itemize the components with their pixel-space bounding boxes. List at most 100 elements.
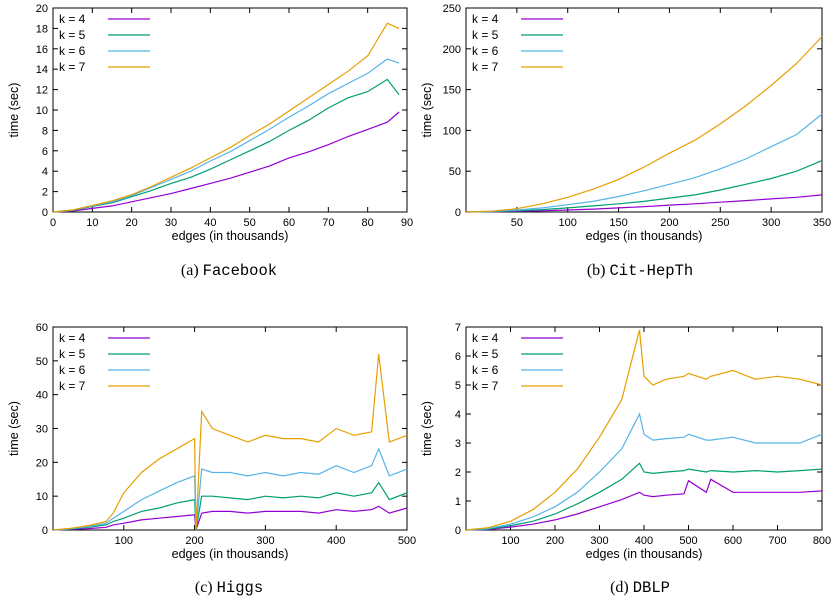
series-line-k5 (52, 78, 400, 213)
caption-prefix: (b) (587, 262, 610, 279)
series-line-k7 (465, 36, 823, 213)
y-axis-label: time (sec) (420, 401, 434, 456)
x-tick-label: 40 (204, 217, 216, 229)
series-line-k5 (52, 481, 408, 531)
y-tick-label: 150 (443, 85, 461, 97)
series-line-k7 (52, 22, 400, 213)
x-axis-label: edges (in thousands) (172, 229, 289, 243)
x-tick-label: 80 (362, 217, 374, 229)
legend-label: k = 5 (59, 28, 86, 42)
y-tick-label: 16 (36, 44, 48, 56)
x-tick-label: 300 (256, 535, 274, 547)
y-tick-label: 18 (36, 23, 48, 35)
legend-label: k = 7 (472, 60, 499, 74)
legend-label: k = 4 (472, 331, 499, 345)
legend-label: k = 6 (472, 44, 499, 58)
x-tick-label: 300 (590, 535, 608, 547)
x-tick-label: 10 (86, 217, 98, 229)
y-tick-label: 2 (455, 467, 461, 479)
x-tick-label: 60 (283, 217, 295, 229)
legend-label: k = 4 (59, 12, 86, 26)
x-tick-label: 200 (660, 217, 678, 229)
x-tick-label: 600 (724, 535, 742, 547)
y-tick-label: 2 (42, 187, 48, 199)
legend-label: k = 6 (472, 363, 499, 377)
chart-panel-1: 0 10 20 30 40 50 60 70 80 90 0 2 4 6 8 10 12 14 16 18 20 edge… (7, 3, 413, 280)
chart-panel-4: 100 200 300 400 500 600 700 800 0 1 2 3 4 5 6 7 edges (i… (420, 322, 831, 597)
x-tick-label: 400 (635, 535, 653, 547)
series-line-k5 (465, 160, 823, 213)
y-tick-label: 14 (36, 64, 48, 76)
plot-frame (465, 326, 823, 531)
y-tick-label: 0 (455, 207, 461, 219)
series-line-k6 (52, 447, 408, 531)
plot-frame (52, 7, 408, 213)
subfigure-caption: (b) Cit-HepTh (587, 262, 693, 280)
x-tick-label: 20 (126, 217, 138, 229)
series-line-k4 (52, 505, 408, 531)
x-tick-label: 90 (401, 217, 413, 229)
y-tick-label: 4 (42, 166, 48, 178)
y-tick-label: 7 (455, 322, 461, 334)
y-axis-label: time (sec) (7, 83, 21, 138)
series-line-k5 (465, 462, 823, 531)
y-tick-label: 100 (443, 125, 461, 137)
chart-panel-3: 100 200 300 400 500 0 10 20 30 40 50 60 edges (in th… (7, 322, 416, 597)
x-tick-label: 250 (711, 217, 729, 229)
x-tick-label: 100 (115, 535, 133, 547)
legend-label: k = 5 (472, 28, 499, 42)
subfigure-caption: (a) Facebook (181, 262, 277, 280)
series-line-k4 (465, 478, 823, 531)
y-tick-label: 6 (455, 351, 461, 363)
x-axis-label: edges (in thousands) (586, 547, 703, 561)
y-axis-label: time (sec) (7, 401, 21, 456)
y-tick-label: 10 (36, 491, 48, 503)
x-tick-label: 50 (511, 217, 523, 229)
y-tick-label: 250 (443, 3, 461, 15)
y-tick-label: 20 (36, 3, 48, 15)
series-line-k7 (52, 354, 408, 531)
y-tick-label: 3 (455, 438, 461, 450)
legend-label: k = 7 (472, 379, 499, 393)
x-tick-label: 200 (185, 535, 203, 547)
series-line-k6 (465, 412, 823, 531)
x-tick-label: 0 (50, 217, 56, 229)
x-tick-label: 100 (501, 535, 519, 547)
x-tick-label: 800 (813, 535, 831, 547)
y-tick-label: 30 (36, 424, 48, 436)
y-tick-label: 0 (42, 207, 48, 219)
series-line-k4 (52, 111, 400, 213)
series-line-k7 (465, 329, 823, 531)
y-tick-label: 10 (36, 105, 48, 117)
x-tick-label: 50 (244, 217, 256, 229)
x-tick-label: 70 (322, 217, 334, 229)
x-tick-label: 500 (398, 535, 416, 547)
y-tick-label: 50 (36, 356, 48, 368)
y-tick-label: 0 (42, 525, 48, 537)
y-tick-label: 6 (42, 146, 48, 158)
y-tick-label: 40 (36, 390, 48, 402)
caption-dataset-name: DBLP (633, 579, 670, 597)
series-line-k4 (465, 194, 823, 213)
legend-label: k = 5 (59, 347, 86, 361)
y-tick-label: 8 (42, 125, 48, 137)
legend-label: k = 7 (59, 379, 86, 393)
y-tick-label: 4 (455, 409, 461, 421)
chart-panel-2: 50 100 150 200 250 300 350 0 50 100 150 200 250 edges… (420, 3, 831, 280)
legend-label: k = 4 (472, 12, 499, 26)
x-tick-label: 150 (609, 217, 627, 229)
x-axis-label: edges (in thousands) (586, 229, 703, 243)
y-tick-label: 12 (36, 85, 48, 97)
subfigure-caption: (d) DBLP (610, 579, 670, 597)
x-tick-label: 30 (165, 217, 177, 229)
x-axis-label: edges (in thousands) (172, 547, 289, 561)
caption-prefix: (c) (195, 579, 217, 596)
legend-label: k = 6 (59, 44, 86, 58)
x-tick-label: 400 (327, 535, 345, 547)
x-tick-label: 200 (546, 535, 564, 547)
y-tick-label: 1 (455, 496, 461, 508)
caption-prefix: (a) (181, 262, 203, 279)
x-tick-label: 700 (768, 535, 786, 547)
series-line-k6 (465, 113, 823, 213)
y-axis-label: time (sec) (420, 83, 434, 138)
